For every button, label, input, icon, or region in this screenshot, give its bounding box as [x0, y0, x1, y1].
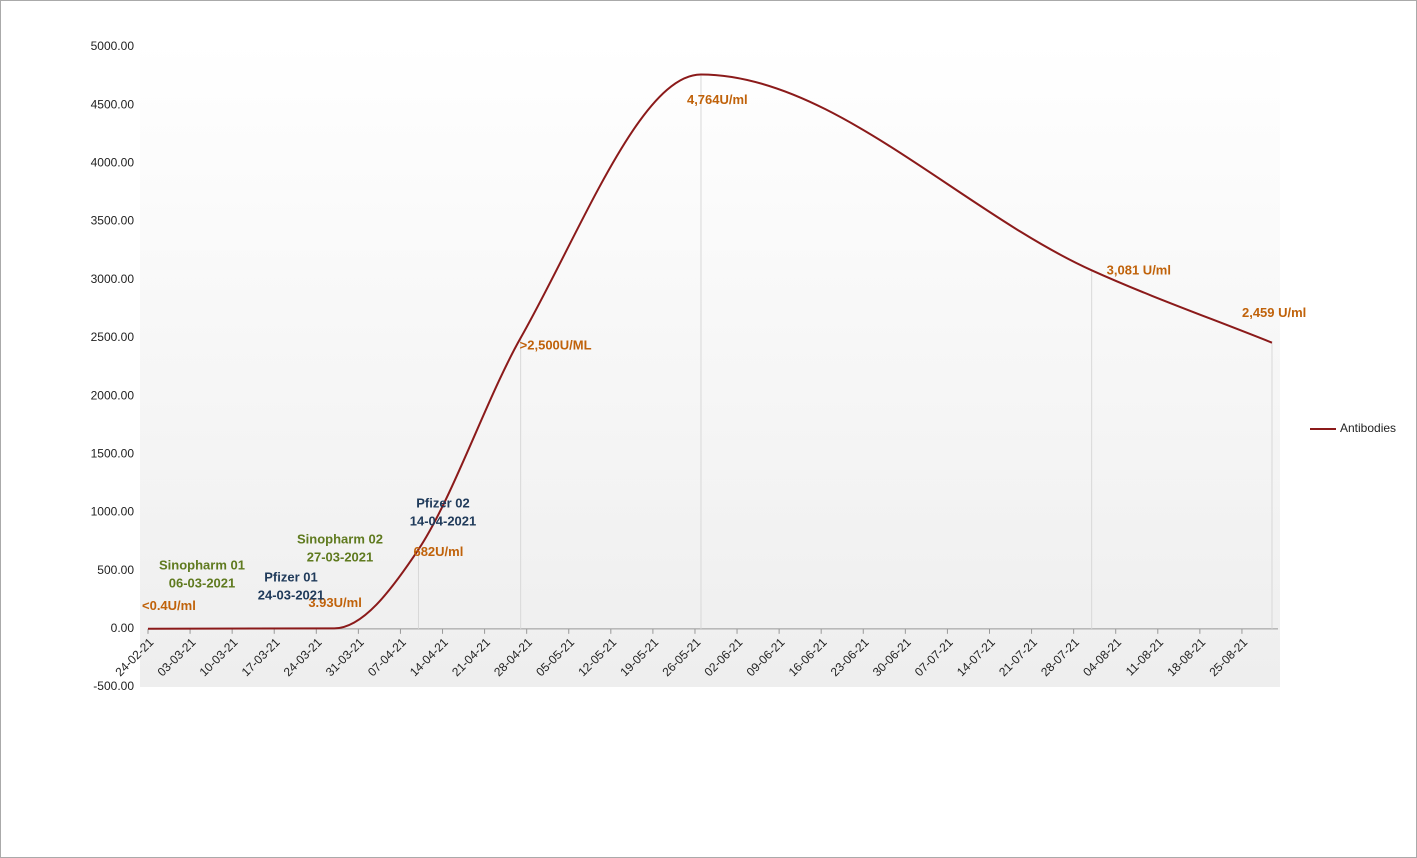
annotation-date: 24-03-2021	[258, 587, 325, 602]
value-label: 4,764U/ml	[687, 92, 748, 107]
annotation-label: Pfizer 02	[416, 495, 469, 510]
annotation-date: 27-03-2021	[307, 549, 374, 564]
annotation-label: Pfizer 01	[264, 569, 317, 584]
value-label: 3,081 U/ml	[1107, 263, 1171, 278]
value-label: 2,459 U/ml	[1242, 305, 1306, 320]
y-tick-label: 4000.00	[91, 156, 135, 170]
legend-label: Antibodies	[1340, 421, 1396, 435]
value-label: 3.93U/ml	[308, 595, 361, 610]
y-tick-label: 2500.00	[91, 330, 135, 344]
value-label: <0.4U/ml	[142, 598, 196, 613]
y-tick-label: 1000.00	[91, 505, 135, 519]
value-label: >2,500U/ML	[520, 337, 592, 352]
annotation-date: 06-03-2021	[169, 575, 236, 590]
annotation-date: 14-04-2021	[410, 513, 477, 528]
y-tick-label: -500.00	[93, 679, 134, 693]
annotation-label: Sinopharm 02	[297, 531, 383, 546]
y-tick-label: 2000.00	[91, 388, 135, 402]
y-tick-label: 4500.00	[91, 97, 135, 111]
data-line	[147, 73, 1273, 630]
y-tick-label: 500.00	[97, 563, 134, 577]
plot-area	[140, 40, 1280, 687]
y-tick-label: 3500.00	[91, 214, 135, 228]
y-tick-label: 0.00	[111, 621, 135, 635]
y-tick-label: 1500.00	[91, 446, 135, 460]
value-label: 682U/ml	[413, 544, 463, 559]
y-tick-label: 3000.00	[91, 272, 135, 286]
y-tick-label: 5000.00	[91, 39, 135, 53]
annotation-label: Sinopharm 01	[159, 557, 245, 572]
